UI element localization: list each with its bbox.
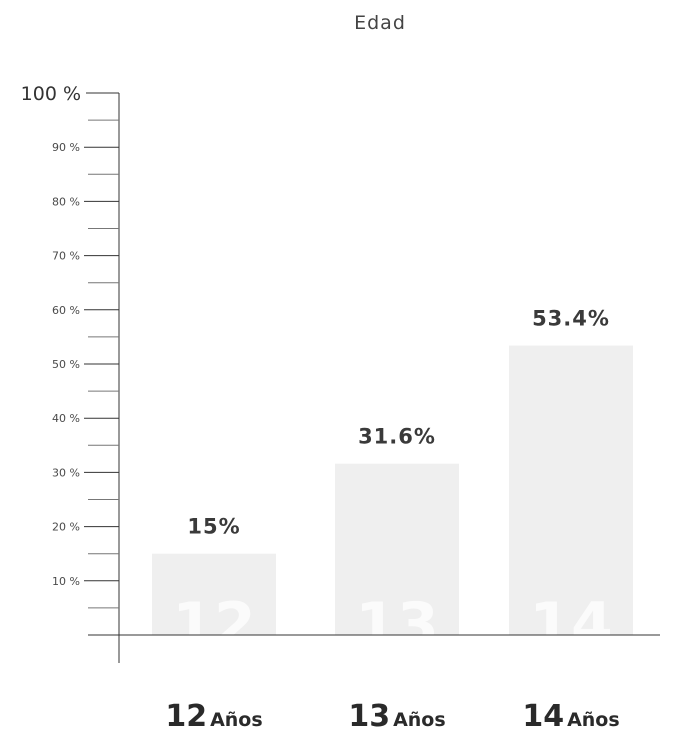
y-tick-label-80: 80 % bbox=[52, 195, 80, 208]
chart-title: Edad bbox=[354, 12, 406, 34]
category-label-14: 14 Años bbox=[522, 699, 619, 733]
category-number: 14 bbox=[522, 699, 564, 733]
y-tick-label-90: 90 % bbox=[52, 141, 80, 154]
bar-watermark-12: 12 bbox=[172, 590, 256, 660]
category-suffix: Años bbox=[210, 709, 263, 731]
axes-layer: 10 % 20 % 30 % 40 % 50 % 60 % 70 % 80 % 90 % 100 … bbox=[21, 83, 660, 663]
bar-watermark-13: 13 bbox=[355, 590, 439, 660]
data-label-13: 31.6% bbox=[358, 425, 436, 449]
y-tick-label-50: 50 % bbox=[52, 358, 80, 371]
category-suffix: Años bbox=[393, 709, 446, 731]
category-label-12: 12 Años bbox=[165, 699, 262, 733]
category-number: 12 bbox=[165, 699, 207, 733]
data-label-12: 15% bbox=[187, 515, 240, 539]
bar-14 bbox=[509, 345, 633, 635]
category-label-13: 13 Años bbox=[348, 699, 445, 733]
category-suffix: Años bbox=[567, 709, 620, 731]
y-tick-label-20: 20 % bbox=[52, 521, 80, 534]
y-tick-label-60: 60 % bbox=[52, 304, 80, 317]
y-tick-label-10: 10 % bbox=[52, 575, 80, 588]
bars-layer: 12 13 14 bbox=[152, 345, 633, 660]
bar-watermark-14: 14 bbox=[529, 590, 613, 660]
bar-12 bbox=[152, 553, 276, 635]
y-tick-label-40: 40 % bbox=[52, 412, 80, 425]
labels-layer: 15%31.6%53.4%12 Años 13 Años 14 Años bbox=[165, 307, 619, 733]
data-label-14: 53.4% bbox=[532, 307, 610, 331]
category-number: 13 bbox=[348, 699, 390, 733]
y-tick-label-30: 30 % bbox=[52, 466, 80, 479]
y-tick-label-70: 70 % bbox=[52, 250, 80, 263]
y-tick-label-100: 100 % bbox=[21, 83, 81, 105]
bar-13 bbox=[335, 463, 459, 635]
